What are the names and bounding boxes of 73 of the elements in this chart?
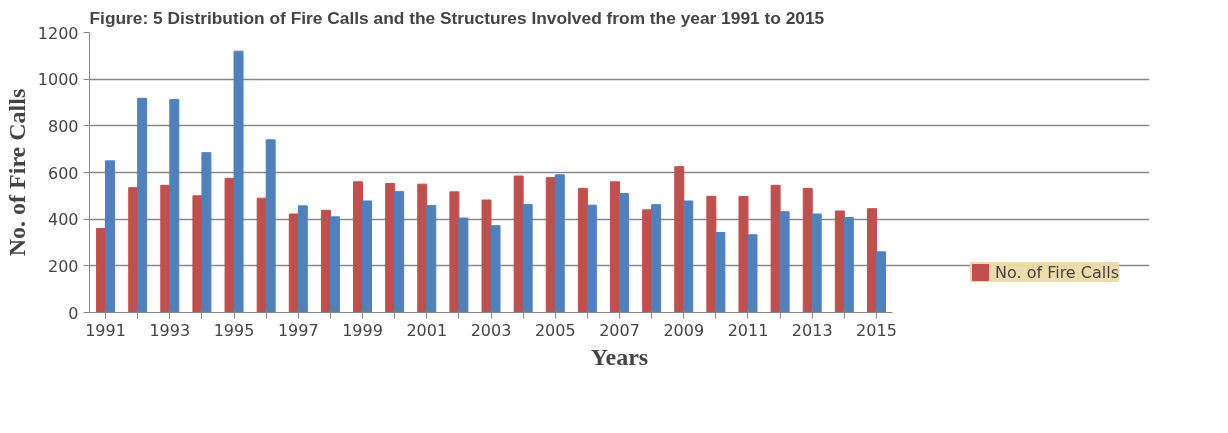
bar bbox=[458, 217, 469, 313]
bar bbox=[426, 205, 437, 313]
x-tick-label: 2011 bbox=[727, 320, 769, 340]
bar bbox=[353, 181, 364, 313]
bar bbox=[417, 183, 428, 313]
bar bbox=[545, 177, 556, 313]
y-tick-label: 400 bbox=[47, 210, 79, 230]
x-tick-label: 2001 bbox=[406, 320, 448, 340]
bar bbox=[747, 234, 758, 313]
bar bbox=[513, 175, 524, 313]
x-tick-label: 2009 bbox=[663, 320, 705, 340]
bar bbox=[834, 210, 845, 313]
bar bbox=[201, 152, 212, 313]
y-tick-label: 0 bbox=[68, 303, 79, 323]
x-tick-label: 1997 bbox=[277, 320, 319, 340]
bar bbox=[875, 251, 886, 313]
x-tick-label: 2007 bbox=[599, 320, 640, 340]
bar bbox=[96, 228, 107, 313]
bar bbox=[522, 203, 533, 313]
bar bbox=[288, 213, 299, 313]
bar bbox=[481, 199, 492, 313]
bar bbox=[738, 196, 749, 313]
bar bbox=[385, 182, 396, 313]
bar bbox=[843, 217, 854, 313]
bar bbox=[128, 187, 139, 313]
bar bbox=[715, 231, 726, 313]
bar bbox=[619, 193, 629, 313]
bar bbox=[610, 181, 620, 313]
x-axis-title: Years bbox=[590, 343, 649, 370]
bar bbox=[811, 213, 822, 313]
bar bbox=[554, 174, 565, 313]
bar bbox=[233, 50, 244, 313]
bar bbox=[265, 139, 276, 313]
bar bbox=[802, 187, 813, 313]
y-tick-label: 800 bbox=[47, 116, 79, 136]
x-tick-label: 2005 bbox=[534, 320, 576, 340]
bar bbox=[586, 204, 597, 313]
bar bbox=[449, 191, 460, 313]
bar bbox=[770, 184, 781, 313]
bar bbox=[674, 166, 685, 313]
y-tick-label: 1200 bbox=[37, 23, 79, 43]
y-tick-label: 600 bbox=[47, 163, 79, 183]
bar bbox=[394, 191, 405, 313]
bar bbox=[706, 195, 717, 313]
bar bbox=[297, 205, 308, 313]
y-tick-label: 200 bbox=[47, 256, 79, 276]
bar bbox=[137, 97, 148, 313]
y-tick-label: 1000 bbox=[37, 70, 79, 90]
bar bbox=[577, 187, 588, 313]
bar bbox=[779, 211, 790, 313]
bar bbox=[651, 204, 662, 313]
x-tick-label: 2013 bbox=[791, 320, 833, 340]
bar bbox=[642, 209, 653, 313]
bar bbox=[160, 184, 171, 313]
bar bbox=[329, 216, 340, 313]
bar bbox=[320, 209, 331, 313]
bar bbox=[192, 195, 203, 313]
x-tick-label: 1991 bbox=[85, 320, 126, 340]
x-tick-label: 2003 bbox=[470, 320, 512, 340]
bar bbox=[169, 98, 180, 313]
bar bbox=[362, 200, 373, 313]
x-tick-label: 1993 bbox=[149, 320, 191, 340]
legend-label: No. of Fire Calls bbox=[995, 262, 1119, 282]
bar bbox=[866, 208, 877, 313]
x-tick-label: 1995 bbox=[213, 320, 255, 340]
bar bbox=[683, 200, 694, 313]
x-tick-label: 2015 bbox=[856, 320, 897, 340]
chart-title: Figure: 5 Distribution of Fire Calls and the Structures Involved from the year 1991 to 2015 bbox=[89, 7, 825, 28]
y-axis-title: No. of Fire Calls bbox=[3, 88, 30, 257]
bar bbox=[490, 225, 501, 313]
x-tick-label: 1999 bbox=[342, 320, 383, 340]
bar bbox=[105, 160, 116, 313]
bar bbox=[224, 177, 235, 313]
